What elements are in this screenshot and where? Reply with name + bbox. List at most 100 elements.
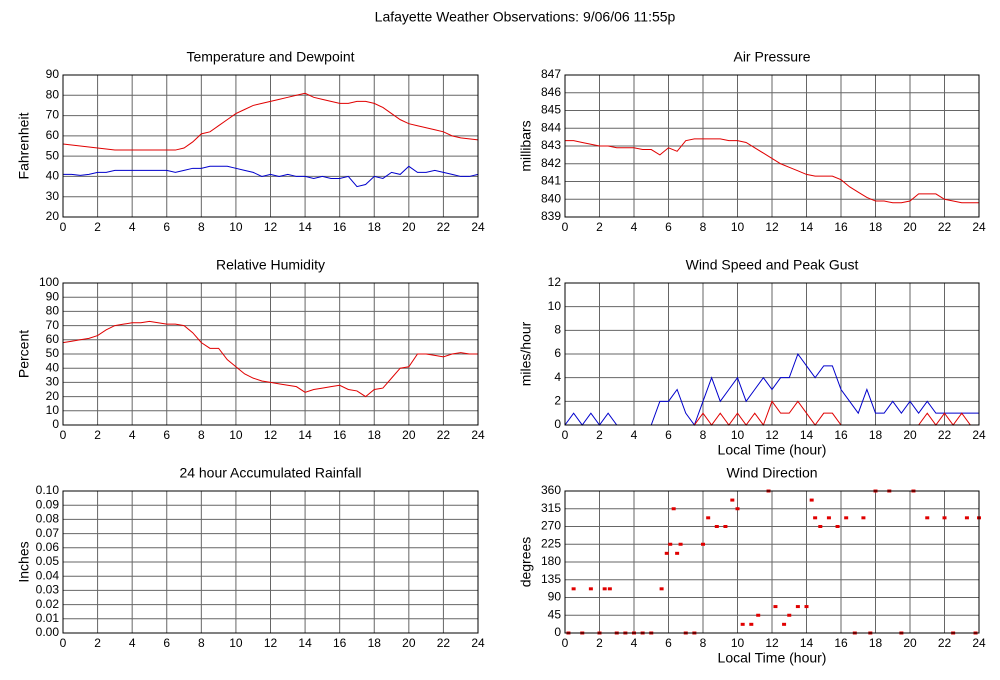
x-tick-label: 22: [938, 636, 952, 650]
y-tick-label: 6: [554, 346, 561, 360]
x-tick-label: 22: [938, 220, 952, 234]
x-tick-label: 16: [834, 636, 848, 650]
x-tick-label: 6: [163, 428, 170, 442]
y-axis-label: Fahrenheit: [16, 112, 32, 179]
plot-frame: [62, 490, 479, 634]
y-tick-label: 70: [46, 108, 60, 122]
y-tick-label: 225: [541, 536, 561, 550]
data-point: [740, 622, 745, 626]
y-tick-label: 20: [46, 389, 60, 403]
data-point: [795, 605, 800, 609]
x-tick-label: 20: [402, 220, 416, 234]
x-tick-label: 8: [198, 636, 205, 650]
y-tick-label: 4: [554, 370, 561, 384]
x-tick-label: 6: [665, 636, 672, 650]
y-tick-label: 270: [541, 519, 561, 533]
data-point: [701, 542, 705, 546]
y-tick-label: 80: [46, 304, 60, 318]
x-tick-label: 14: [800, 428, 814, 442]
x-tick-label: 10: [229, 636, 243, 650]
x-tick-label: 12: [765, 220, 779, 234]
x-tick-label: 16: [333, 636, 347, 650]
x-tick-label: 8: [700, 220, 707, 234]
data-point: [678, 542, 683, 546]
y-tick-label: 0.03: [36, 583, 60, 597]
y-tick-label: 0.09: [36, 497, 60, 511]
plot-frame: [62, 74, 479, 218]
data-point: [773, 605, 778, 609]
y-tick-label: 0.06: [36, 540, 60, 554]
y-tick-label: 0.02: [36, 597, 60, 611]
x-tick-label: 12: [264, 220, 278, 234]
x-tick-label: 12: [765, 428, 779, 442]
y-tick-label: 0.07: [36, 526, 60, 540]
data-point: [723, 525, 728, 528]
x-tick-label: 22: [938, 428, 952, 442]
chart-title: Relative Humidity: [216, 257, 325, 273]
data-point: [818, 525, 823, 528]
y-tick-label: 90: [46, 289, 60, 303]
data-point: [588, 587, 593, 591]
x-tick-label: 2: [94, 428, 101, 442]
data-line: [62, 92, 479, 151]
data-point: [942, 516, 947, 520]
x-tick-label: 20: [402, 636, 416, 650]
x-tick-label: 0: [562, 636, 569, 650]
x-tick-label: 2: [94, 636, 101, 650]
y-tick-label: 20: [46, 209, 60, 223]
y-tick-label: 839: [541, 209, 561, 223]
y-tick-label: 90: [548, 590, 562, 604]
y-tick-label: 843: [541, 138, 561, 152]
chart-title: 24 hour Accumulated Rainfall: [179, 465, 361, 481]
data-point: [749, 622, 754, 626]
data-point: [607, 587, 612, 591]
y-tick-label: 841: [541, 174, 561, 188]
y-tick-label: 842: [541, 156, 561, 170]
x-tick-label: 18: [368, 220, 382, 234]
page-title: Lafayette Weather Observations: 9/06/06 …: [375, 9, 676, 25]
y-tick-label: 70: [46, 318, 60, 332]
data-point: [813, 516, 818, 520]
plot-frame: [564, 282, 980, 426]
x-tick-label: 10: [731, 428, 745, 442]
y-tick-label: 8: [554, 323, 561, 337]
data-point: [782, 622, 787, 626]
plot-frame: [62, 282, 479, 426]
y-tick-label: 0.00: [36, 625, 60, 639]
y-tick-label: 60: [46, 332, 60, 346]
y-tick-label: 0.01: [36, 611, 60, 625]
y-tick-label: 315: [541, 501, 561, 515]
x-tick-label: 0: [562, 428, 569, 442]
data-point: [659, 587, 664, 591]
x-tick-label: 16: [834, 220, 848, 234]
y-tick-label: 30: [46, 189, 60, 203]
x-tick-label: 6: [665, 428, 672, 442]
data-point: [809, 498, 814, 502]
x-tick-label: 24: [471, 428, 485, 442]
x-tick-label: 2: [94, 220, 101, 234]
x-tick-label: 24: [972, 428, 986, 442]
y-tick-label: 0: [554, 417, 561, 431]
x-tick-label: 8: [700, 636, 707, 650]
x-tick-label: 8: [198, 220, 205, 234]
x-tick-label: 14: [800, 636, 814, 650]
data-point: [706, 516, 711, 520]
y-tick-label: 0: [52, 417, 59, 431]
y-axis-label: miles/hour: [518, 321, 534, 386]
y-tick-label: 0.08: [36, 512, 60, 526]
data-point: [675, 551, 680, 555]
x-tick-label: 24: [972, 636, 986, 650]
x-tick-label: 4: [631, 636, 638, 650]
x-tick-label: 0: [60, 636, 67, 650]
plot-frame: [564, 490, 980, 634]
data-point: [804, 605, 809, 609]
x-tick-label: 8: [198, 428, 205, 442]
x-tick-label: 14: [800, 220, 814, 234]
x-tick-label: 4: [631, 428, 638, 442]
y-tick-label: 0.10: [36, 483, 60, 497]
data-line: [565, 138, 979, 204]
x-tick-label: 22: [437, 636, 451, 650]
data-line: [62, 320, 478, 398]
y-tick-label: 50: [46, 148, 60, 162]
x-tick-label: 10: [229, 220, 243, 234]
